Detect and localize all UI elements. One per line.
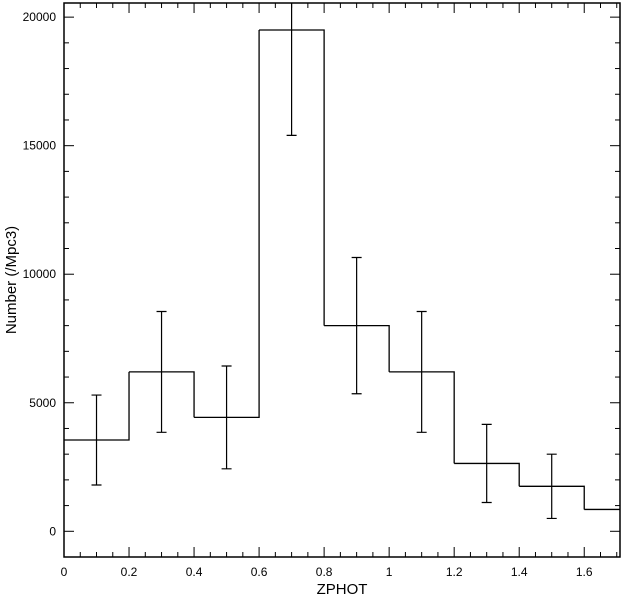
histogram-step [389,371,455,464]
y-tick-label: 15000 [23,139,57,153]
y-axis-label: Number (/Mpc3) [3,226,20,334]
plot-area [64,3,620,520]
error-bar [351,256,362,395]
error-bar [221,365,232,470]
histogram-step [194,29,260,419]
error-bar [286,3,297,136]
y-tick-label: 5000 [29,396,56,410]
error-bar [546,453,557,520]
x-tick-label: 0 [61,565,68,579]
error-bar [156,310,167,433]
histogram-step [454,462,520,487]
x-tick-label: 1.2 [446,565,463,579]
histogram-step [519,485,585,510]
y-tick-label: 0 [49,524,56,538]
histogram-step [64,371,130,441]
x-tick-label: 0.2 [121,565,138,579]
x-tick-label: 0.6 [251,565,268,579]
y-tick-label: 20000 [23,10,57,24]
x-tick-label: 0.4 [186,565,203,579]
x-tick-label: 1 [386,565,393,579]
error-bar [481,423,492,504]
plot-frame [63,2,621,558]
histogram-step [129,371,195,418]
histogram-step [324,324,390,372]
histogram-step [259,29,325,326]
x-axis-label: ZPHOT [317,581,368,598]
x-tick-label: 0.8 [316,565,333,579]
x-tick-label: 1.6 [576,565,593,579]
y-tick-label: 10000 [23,267,57,281]
error-bar [91,394,102,486]
x-tick-label: 1.4 [511,565,528,579]
error-bar [416,310,427,433]
